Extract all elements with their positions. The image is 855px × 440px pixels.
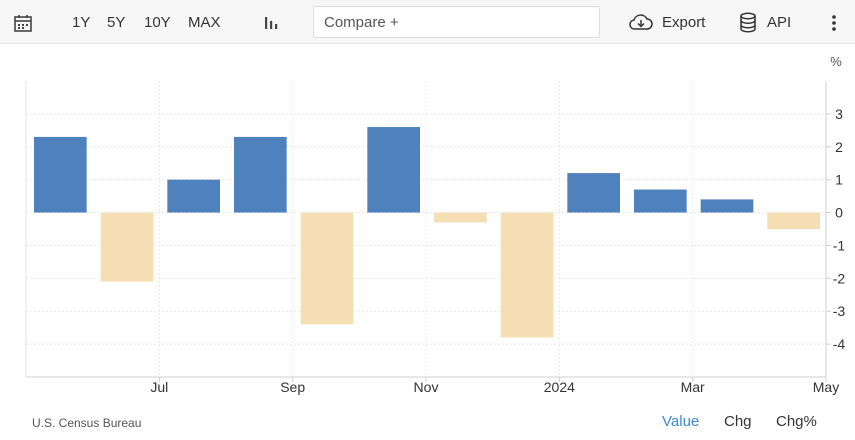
y-tick-label: 1	[835, 172, 843, 188]
bar[interactable]	[767, 212, 820, 229]
chart-area: 3 2 1 0 -1 -2 -3 -4% Jul Sep Nov 2024 Mar May	[0, 44, 855, 414]
x-tick-label: Nov	[414, 379, 439, 395]
database-icon[interactable]	[739, 12, 757, 33]
calendar-icon[interactable]	[13, 13, 33, 33]
api-button[interactable]: API	[767, 14, 792, 31]
bar[interactable]	[300, 212, 354, 325]
source-label: U.S. Census Bureau	[32, 416, 142, 430]
range-max-button[interactable]: MAX	[188, 14, 221, 31]
bar-chart: 3 2 1 0 -1 -2 -3 -4% Jul Sep Nov 2024 Mar May	[25, 54, 846, 395]
range-5y-button[interactable]: 5Y	[107, 14, 126, 31]
y-tick-label: -2	[833, 270, 846, 286]
unit-label: %	[830, 54, 842, 69]
y-tick-label: -4	[833, 336, 846, 352]
bar[interactable]	[234, 136, 287, 213]
tab-value[interactable]: Value	[662, 413, 700, 430]
bar[interactable]	[500, 212, 554, 338]
tab-chg[interactable]: Chg	[724, 413, 752, 430]
cloud-download-icon[interactable]	[628, 13, 654, 31]
y-tick-label: -1	[833, 237, 846, 253]
y-tick-label: -3	[833, 303, 846, 319]
bar[interactable]	[100, 212, 154, 282]
bar[interactable]	[700, 199, 754, 213]
tab-chg-percent[interactable]: Chg%	[776, 413, 817, 430]
x-tick-label: Sep	[280, 379, 305, 395]
bar[interactable]	[367, 127, 420, 213]
compare-input[interactable]	[313, 6, 600, 38]
more-vertical-icon[interactable]	[829, 13, 839, 33]
bar[interactable]	[634, 189, 687, 213]
toolbar: 1Y 5Y 10Y MAX Export API	[0, 0, 855, 44]
x-tick-label: Jul	[150, 379, 168, 395]
x-tick-label: May	[813, 379, 839, 395]
y-tick-label: 3	[835, 106, 843, 122]
y-tick-label: 0	[835, 205, 843, 221]
bar[interactable]	[434, 212, 487, 223]
range-1y-button[interactable]: 1Y	[72, 14, 91, 31]
bar[interactable]	[567, 173, 620, 213]
bar-chart-icon[interactable]	[262, 13, 280, 31]
x-tick-label: Mar	[681, 379, 705, 395]
bar[interactable]	[34, 136, 87, 213]
y-tick-label: 2	[835, 139, 843, 155]
export-button[interactable]: Export	[662, 14, 706, 31]
bar[interactable]	[167, 179, 220, 213]
x-tick-label: 2024	[544, 379, 575, 395]
range-10y-button[interactable]: 10Y	[144, 14, 171, 31]
